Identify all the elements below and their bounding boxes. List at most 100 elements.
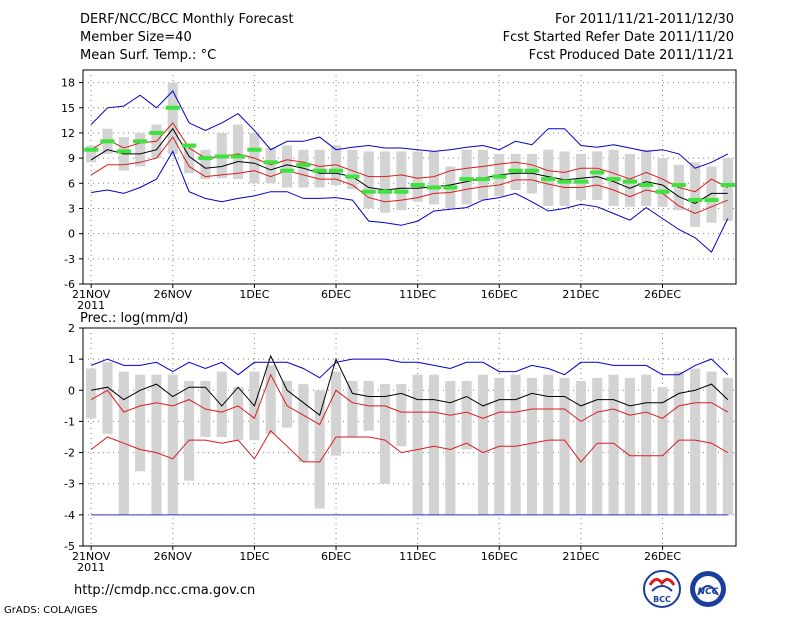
bcc-logo: BCC — [643, 570, 681, 608]
member-size: Member Size=40 — [80, 30, 192, 45]
spread-box — [575, 380, 586, 515]
spread-box — [86, 145, 97, 163]
spread-box — [233, 124, 244, 180]
spread-box — [641, 149, 652, 206]
x-tick-label: 11DEC — [399, 550, 436, 563]
y-tick-label: -6 — [64, 278, 75, 291]
grads-credit: GrADS: COLA/IGES — [4, 605, 98, 616]
y-tick-label: -5 — [64, 540, 75, 553]
spread-box — [102, 362, 113, 434]
spread-box — [575, 153, 586, 201]
x-tick-label: 21DEC — [562, 550, 599, 563]
series-line — [91, 150, 729, 253]
x-tick-label: 1DEC — [239, 550, 269, 563]
source-url: http://cmdp.ncc.cma.gov.cn — [74, 583, 256, 598]
spread-box — [510, 374, 521, 515]
x-tick-label: 6DEC — [321, 288, 351, 301]
spread-box — [428, 151, 440, 205]
spread-box — [184, 145, 195, 174]
y-tick-label: -3 — [64, 253, 75, 266]
x-tick-label: 26DEC — [644, 550, 681, 563]
x-tick-label: 16DEC — [481, 288, 518, 301]
median-marker — [214, 154, 229, 159]
spread-box — [216, 371, 227, 437]
median-marker — [345, 174, 360, 179]
spread-box — [706, 166, 717, 223]
median-marker — [426, 185, 442, 190]
spread-box — [428, 374, 440, 515]
spread-box — [690, 368, 701, 515]
x-tick-label: 26NOV — [154, 550, 193, 563]
spread-box — [624, 377, 635, 515]
median-marker — [361, 189, 376, 194]
spread-box — [559, 377, 570, 515]
series-line — [90, 373, 729, 426]
median-marker — [165, 105, 180, 110]
spread-box — [200, 149, 211, 180]
spread-box — [592, 377, 603, 515]
x-year-label: 2011 — [77, 561, 105, 574]
spread-box — [641, 374, 652, 515]
spread-box — [461, 149, 472, 205]
spread-box — [445, 380, 456, 515]
y-tick-label: 0 — [68, 228, 75, 241]
spread-box — [330, 371, 342, 456]
x-tick-label: 1DEC — [239, 288, 269, 301]
x-tick-label: 6DEC — [321, 550, 351, 563]
median-marker — [247, 147, 262, 152]
x-tick-label: 16DEC — [481, 550, 518, 563]
median-marker — [100, 139, 115, 144]
spread-box — [559, 151, 570, 206]
median-marker — [622, 179, 637, 184]
x-year-label: 2011 — [77, 299, 105, 312]
median-marker — [133, 139, 148, 144]
plot-frame — [82, 327, 737, 547]
spread-box — [608, 374, 619, 515]
median-marker — [573, 179, 588, 184]
spread-box — [151, 374, 162, 515]
median-marker — [377, 189, 393, 194]
spread-box — [347, 149, 358, 190]
spread-box — [461, 380, 472, 450]
precipitation-panel: -5 -4 -3 -2 -1 0 1 2 21NOV 26NOV 1DEC 6DEC 11DEC 16DE… — [64, 322, 737, 574]
spread-box — [396, 384, 407, 447]
spread-box — [722, 377, 733, 515]
y-tick-label: 1 — [68, 353, 75, 366]
median-marker — [279, 168, 295, 173]
spread-box — [282, 145, 293, 188]
spread-box — [379, 151, 391, 213]
spread-box — [167, 374, 178, 515]
y-tick-label: 3 — [68, 202, 75, 215]
spread-box — [298, 384, 309, 462]
spread-box — [722, 158, 733, 222]
median-marker — [84, 147, 99, 152]
median-marker — [720, 182, 735, 187]
spread-box — [86, 368, 97, 419]
x-tick-label: 21NOV — [72, 288, 111, 301]
spread-box — [347, 380, 358, 437]
y-tick-label: 6 — [68, 177, 75, 190]
spread-box — [673, 371, 684, 515]
spread-box — [592, 151, 603, 201]
series-line — [90, 90, 729, 169]
median-marker — [394, 189, 409, 194]
y-tick-label: -2 — [64, 447, 75, 460]
median-marker — [443, 185, 458, 190]
median-marker — [116, 149, 131, 154]
median-marker — [508, 168, 523, 173]
spread-box — [363, 151, 374, 209]
spread-box — [265, 148, 276, 184]
median-marker — [198, 156, 213, 161]
x-tick-label: 26DEC — [644, 288, 681, 301]
median-marker — [475, 177, 491, 182]
median-marker — [688, 198, 703, 203]
spread-box — [657, 158, 668, 207]
median-marker — [459, 177, 474, 182]
spread-box — [477, 374, 489, 515]
median-marker — [639, 182, 654, 187]
spread-box — [282, 380, 293, 428]
precip-panel-title: Prec.: log(mm/d) — [80, 311, 189, 326]
spread-box — [184, 380, 195, 481]
median-marker — [263, 160, 278, 165]
spread-box — [233, 387, 244, 441]
